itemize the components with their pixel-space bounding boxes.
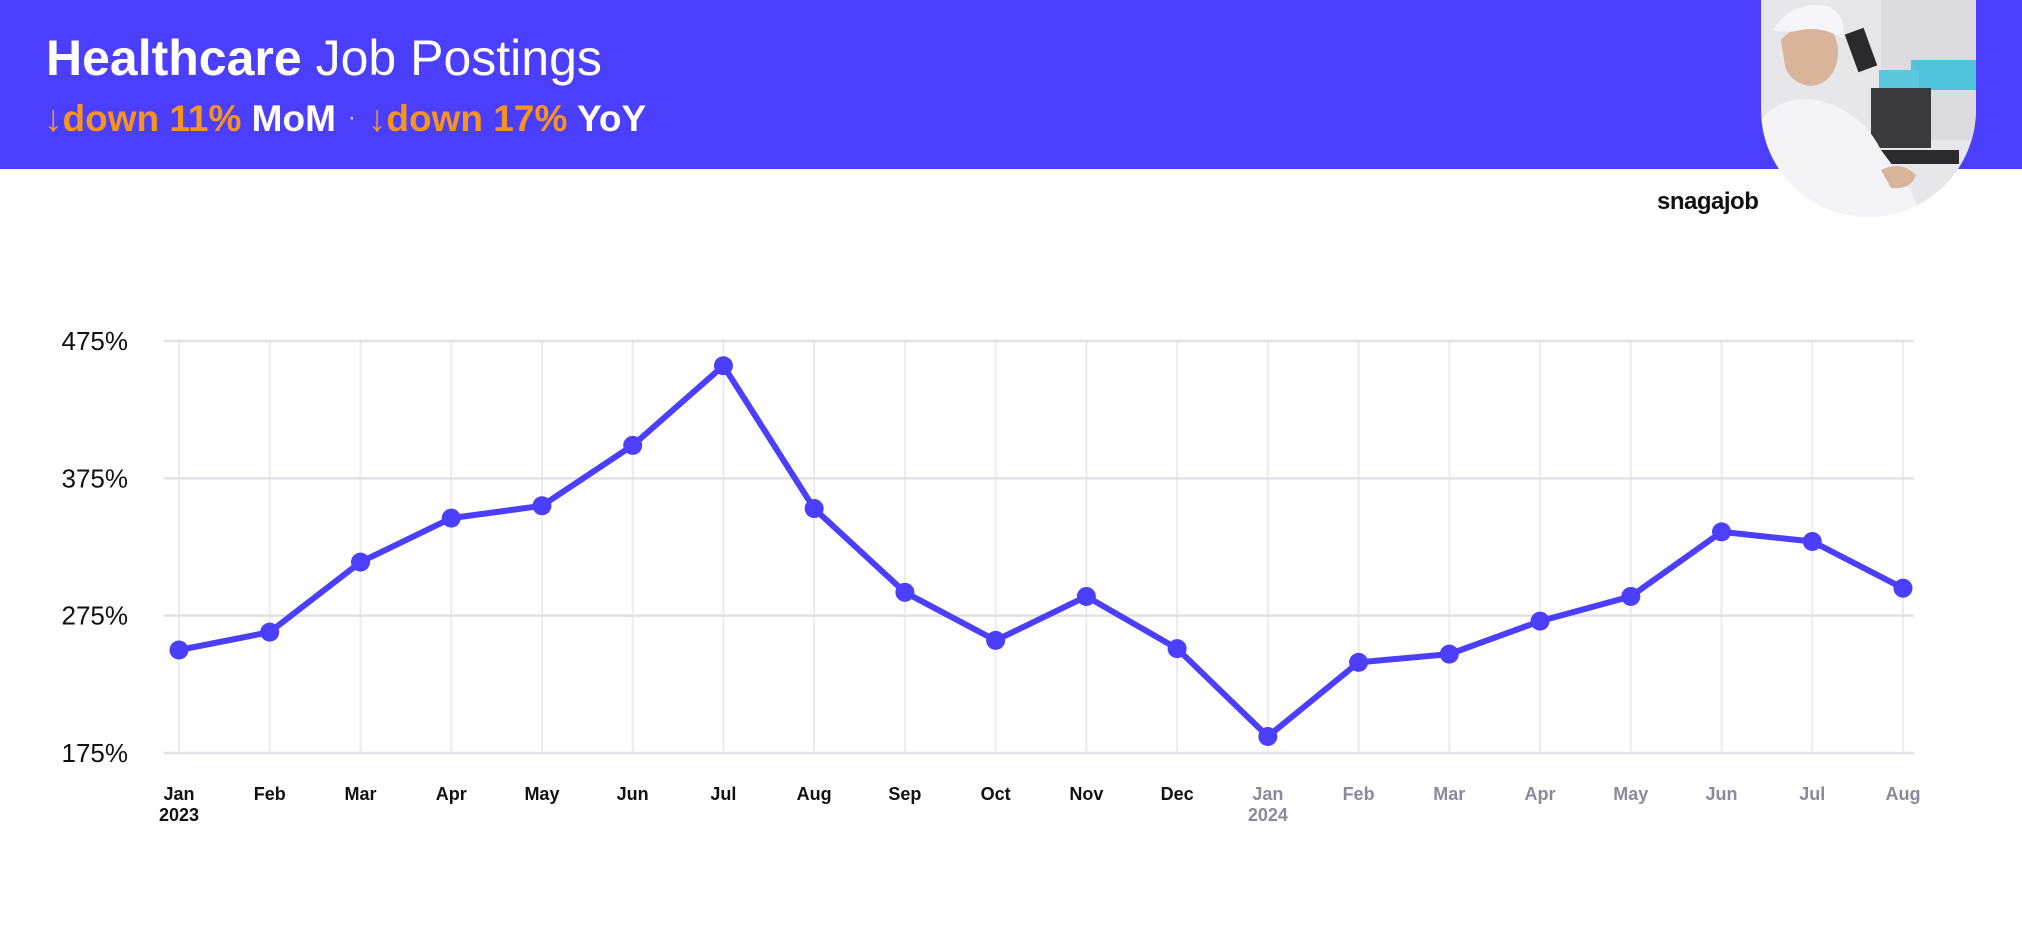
x-tick-label: Mar [1433, 784, 1465, 804]
down-arrow-icon: ↓ [367, 98, 387, 139]
y-tick-label: 375% [62, 463, 129, 493]
x-tick-label: Jul [710, 784, 736, 804]
x-tick-label: Feb [254, 784, 286, 804]
data-point [169, 640, 189, 660]
x-tick-label: Jun [617, 784, 649, 804]
x-tick-label: Sep [888, 784, 921, 804]
data-point [623, 435, 643, 455]
series-line [176, 362, 1906, 740]
down-arrow-icon: ↓ [44, 98, 63, 139]
x-tick-label: Jul [1799, 784, 1825, 804]
microscope-photo-icon [1761, 0, 1976, 217]
data-point [441, 508, 461, 528]
data-point [532, 496, 552, 516]
x-tick-label: Oct [981, 784, 1011, 804]
y-tick-label: 275% [62, 601, 129, 631]
y-tick-label: 175% [62, 738, 129, 768]
change-summary: ↓down 11% MoM · ↓down 17% YoY [44, 94, 646, 149]
yoy-change: down 17% [386, 98, 568, 139]
data-point [804, 499, 824, 519]
title-industry: Healthcare [46, 30, 302, 86]
x-tick-label: May [524, 784, 559, 804]
page-title: Healthcare Job Postings [46, 28, 602, 88]
mom-change: down 11% [62, 98, 242, 139]
data-point [1621, 586, 1641, 606]
data-point [1530, 611, 1550, 631]
x-tick-label: Nov [1069, 784, 1103, 804]
data-point [713, 356, 733, 376]
x-tick-label: Apr [1525, 784, 1556, 804]
mom-label: MoM [251, 98, 336, 139]
x-tick-label: Mar [344, 784, 376, 804]
separator-dot: · [347, 104, 356, 131]
x-tick-label: Dec [1161, 784, 1194, 804]
x-tick-label: Jan [1252, 784, 1283, 804]
data-point [1439, 644, 1459, 664]
data-point [986, 630, 1006, 650]
data-point [1893, 578, 1913, 598]
brand-logo: snagajob [1657, 188, 1759, 215]
series-layer [169, 356, 1913, 747]
data-point [895, 582, 915, 602]
y-tick-label: 475% [62, 326, 129, 356]
x-tick-label: Feb [1343, 784, 1375, 804]
header-banner: Healthcare Job Postings ↓down 11% MoM · ↓d… [0, 0, 2022, 169]
data-point [1258, 727, 1278, 747]
lab-technician-photo [1761, 0, 1976, 217]
data-point [1167, 639, 1187, 659]
x-tick-label: Jun [1706, 784, 1738, 804]
x-tick-label: May [1613, 784, 1648, 804]
x-tick-label: Jan [163, 784, 194, 804]
data-point [1802, 532, 1822, 552]
y-axis-labels: 175% 275% 375% 475% [62, 326, 129, 768]
yoy-label: YoY [576, 98, 647, 139]
x-tick-label: Aug [797, 784, 832, 804]
vertical-gridlines [178, 341, 1904, 753]
data-point [1349, 652, 1369, 672]
data-point [260, 622, 280, 642]
x-year-label: 2024 [1248, 805, 1288, 825]
title-rest: Job Postings [315, 30, 602, 86]
horizontal-gridlines [164, 339, 1914, 755]
x-year-label: 2023 [159, 805, 199, 825]
data-point [350, 552, 370, 572]
x-tick-label: Apr [436, 784, 467, 804]
x-tick-label: Aug [1886, 784, 1921, 804]
data-point [1712, 522, 1732, 542]
data-point [1076, 586, 1096, 606]
